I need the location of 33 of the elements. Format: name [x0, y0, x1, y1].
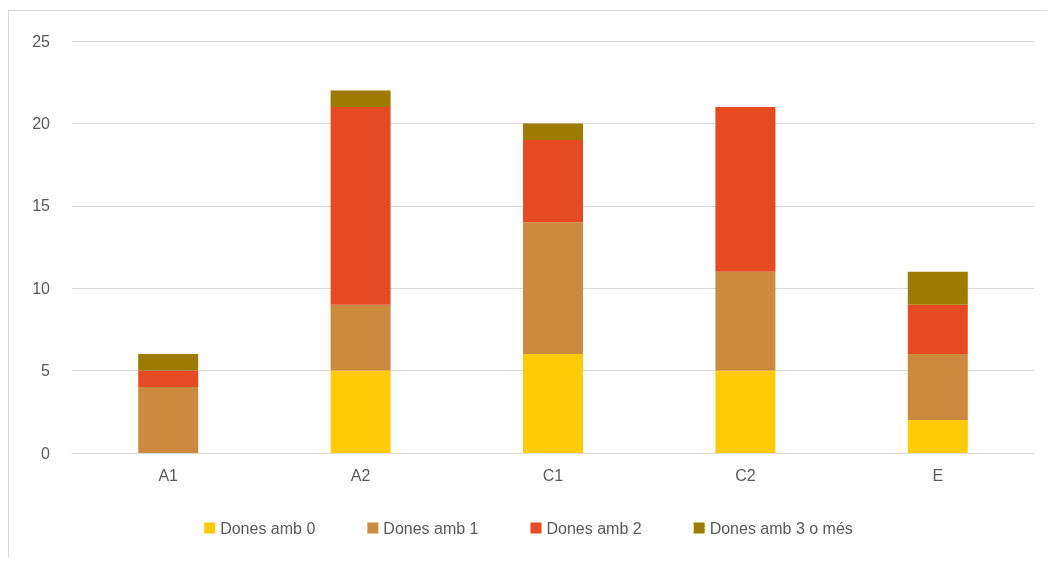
y-tick-label: 20 [32, 114, 51, 132]
bar [907, 271, 968, 305]
bar [138, 370, 199, 388]
x-tick-label: A2 [350, 466, 371, 484]
x-tick-label: C1 [542, 466, 564, 484]
bar [330, 90, 391, 107]
bar [523, 354, 583, 453]
x-tick-label: E [932, 466, 944, 484]
bar [907, 354, 968, 421]
bar [715, 271, 776, 371]
y-tick-label: 15 [32, 197, 51, 215]
bar [523, 222, 583, 355]
bar [715, 106, 776, 272]
bar [907, 420, 968, 453]
x-tick-label: C2 [735, 466, 756, 484]
legend-label: Dones amb 3 o més [709, 519, 853, 537]
bar [330, 370, 391, 453]
bar [523, 139, 583, 223]
bar [138, 387, 199, 453]
y-tick-label: 0 [41, 444, 51, 462]
legend-label: Dones amb 1 [383, 519, 479, 537]
bar [907, 304, 968, 355]
y-tick-label: 5 [41, 362, 51, 380]
bar [715, 370, 776, 453]
bar [138, 354, 199, 371]
y-tick-label: 25 [32, 32, 51, 50]
legend-label: Dones amb 0 [220, 519, 316, 537]
bar [330, 304, 391, 371]
bar [523, 123, 583, 140]
bar [330, 106, 391, 305]
y-tick-label: 10 [32, 279, 51, 297]
legend-label: Dones amb 2 [546, 519, 642, 537]
x-tick-label: A1 [158, 466, 179, 484]
